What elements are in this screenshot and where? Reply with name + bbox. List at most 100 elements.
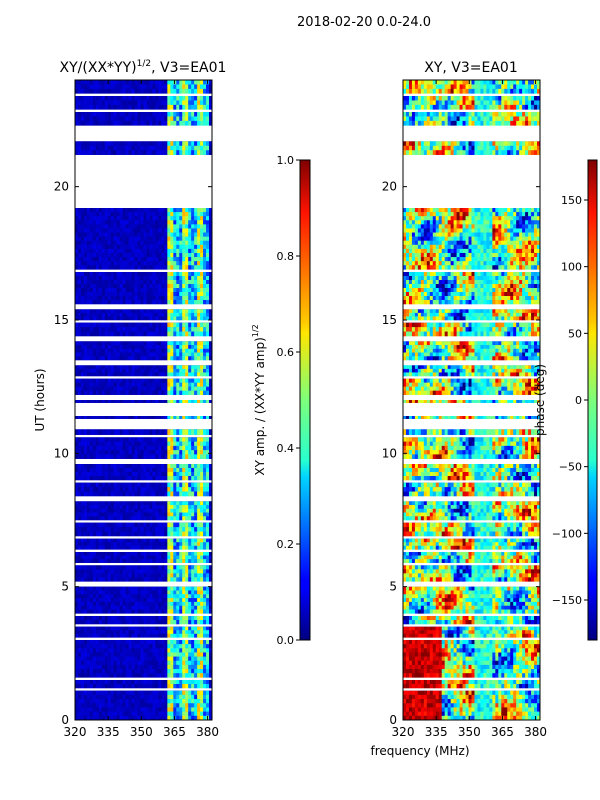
amplitude-heatmap-cell (146, 601, 150, 607)
amplitude-heatmap-cell (158, 437, 162, 442)
amplitude-heatmap-cell (182, 316, 186, 321)
amplitude-heatmap-cell (116, 265, 120, 270)
amplitude-heatmap-cell (203, 416, 207, 419)
amplitude-heatmap-cell (188, 454, 192, 459)
amplitude-heatmap-cell (86, 390, 91, 395)
amplitude-heatmap-cell (179, 690, 183, 696)
amplitude-heatmap-cell (194, 660, 198, 666)
amplitude-heatmap-cell (209, 508, 212, 513)
amplitude-heatmap-cell (191, 348, 195, 353)
amplitude-heatmap-cell (206, 365, 210, 370)
amplitude-heatmap-cell (116, 680, 120, 685)
amplitude-heatmap-cell (161, 382, 165, 387)
amplitude-heatmap-cell (131, 601, 135, 607)
amplitude-heatmap-cell (179, 327, 183, 332)
amplitude-heatmap-cell (80, 292, 85, 297)
amplitude-heatmap-cell (140, 316, 144, 321)
amplitude-heatmap-cell (149, 228, 153, 233)
amplitude-heatmap-cell (170, 296, 174, 301)
amplitude-heatmap-cell (75, 150, 79, 155)
amplitude-heatmap-cell (209, 501, 212, 506)
amplitude-heatmap-cell (158, 626, 162, 631)
amplitude-heatmap-cell (98, 715, 103, 720)
amplitude-heatmap-cell (164, 382, 168, 387)
amplitude-heatmap-cell (89, 472, 94, 477)
amplitude-heatmap-cell (176, 390, 180, 395)
amplitude-heatmap-cell (200, 542, 204, 547)
amplitude-heatmap-cell (146, 257, 150, 262)
amplitude-heatmap-cell (161, 400, 165, 403)
amplitude-heatmap-cell (197, 322, 201, 328)
amplitude-heatmap-cell (83, 559, 88, 563)
amplitude-heatmap-cell (86, 605, 91, 610)
amplitude-heatmap-cell (185, 345, 189, 350)
amplitude-heatmap-cell (194, 216, 198, 221)
amplitude-heatmap-cell (116, 150, 120, 155)
amplitude-heatmap-cell (191, 236, 195, 242)
amplitude-heatmap-cell (185, 454, 189, 459)
amplitude-heatmap-cell (143, 356, 147, 361)
amplitude-heatmap-cell (158, 616, 162, 621)
amplitude-heatmap-cell (131, 345, 135, 350)
amplitude-heatmap-cell (203, 715, 207, 720)
amplitude-heatmap-cell (209, 516, 212, 521)
amplitude-heatmap-cell (206, 699, 210, 704)
amplitude-heatmap-cell (146, 252, 150, 258)
amplitude-heatmap-cell (164, 626, 168, 631)
amplitude-heatmap-cell (164, 669, 168, 674)
amplitude-heatmap-cell (206, 476, 210, 481)
amplitude-heatmap-cell (110, 141, 115, 147)
amplitude-heatmap-cell (98, 516, 103, 521)
amplitude-heatmap-cell (113, 372, 117, 377)
amplitude-heatmap-cell (86, 224, 91, 229)
amplitude-heatmap-cell (89, 487, 94, 492)
amplitude-heatmap-cell (197, 694, 201, 700)
amplitude-heatmap-cell (116, 141, 120, 147)
amplitude-heatmap-cell (86, 648, 91, 653)
amplitude-heatmap-cell (140, 390, 144, 395)
amplitude-heatmap-cell (110, 616, 115, 621)
amplitude-heatmap-cell (197, 145, 201, 151)
amplitude-heatmap-cell (125, 276, 129, 281)
amplitude-heatmap-cell (149, 356, 153, 361)
amplitude-heatmap-cell (194, 112, 198, 117)
amplitude-heatmap-cell (206, 664, 210, 670)
amplitude-heatmap-cell (119, 590, 123, 595)
amplitude-heatmap-cell (164, 673, 168, 678)
amplitude-heatmap-cell (176, 616, 180, 621)
amplitude-heatmap-cell (83, 454, 88, 459)
amplitude-heatmap-cell (75, 487, 79, 492)
amplitude-heatmap-cell (161, 601, 165, 607)
amplitude-heatmap-cell (75, 454, 79, 459)
amplitude-heatmap-cell (209, 265, 212, 270)
amplitude-heatmap-cell (134, 365, 138, 370)
amplitude-heatmap-cell (173, 368, 177, 373)
amplitude-heatmap-cell (191, 416, 195, 419)
amplitude-heatmap-cell (98, 694, 103, 700)
amplitude-heatmap-cell (209, 220, 212, 225)
amplitude-heatmap-cell (75, 516, 79, 521)
amplitude-heatmap-cell (191, 633, 195, 638)
amplitude-heatmap-cell (125, 711, 129, 717)
amplitude-heatmap-cell (194, 220, 198, 225)
amplitude-heatmap-cell (116, 300, 120, 305)
amplitude-heatmap-cell (173, 487, 177, 492)
amplitude-heatmap-cell (209, 573, 212, 578)
amplitude-heatmap-cell (197, 464, 201, 469)
amplitude-heatmap-cell (86, 228, 91, 233)
amplitude-heatmap-cell (104, 454, 109, 459)
amplitude-heatmap-cell (89, 352, 94, 357)
amplitude-heatmap-cell (86, 660, 91, 666)
amplitude-heatmap-cell (80, 694, 85, 700)
amplitude-heatmap-cell (104, 208, 109, 213)
amplitude-heatmap-cell (80, 228, 85, 233)
amplitude-heatmap-cell (146, 261, 150, 266)
amplitude-heatmap-cell (209, 620, 212, 625)
amplitude-heatmap-cell (92, 352, 97, 357)
amplitude-heatmap-cell (176, 450, 180, 455)
amplitude-heatmap-cell (104, 669, 109, 674)
amplitude-heatmap-cell (152, 390, 156, 395)
amplitude-heatmap-cell (104, 633, 109, 638)
amplitude-heatmap-cell (158, 331, 162, 337)
amplitude-heatmap-cell (197, 522, 201, 528)
